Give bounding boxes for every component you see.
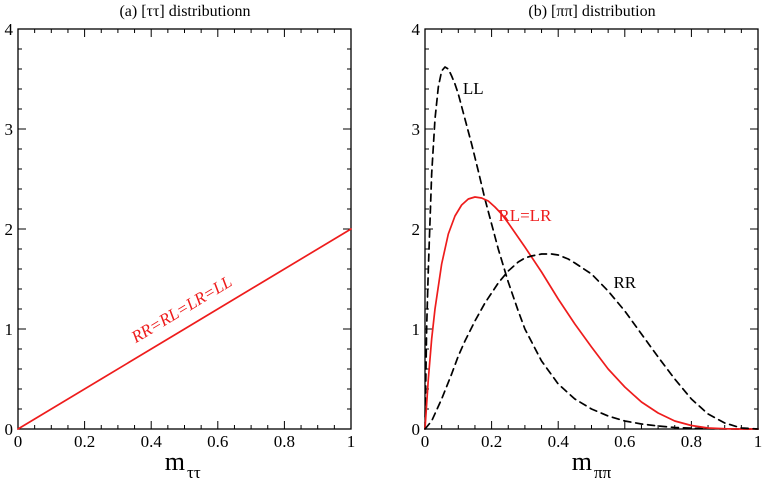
y-tick-label: 0 [5, 420, 14, 439]
x-tick-label: 0.6 [207, 432, 228, 451]
panel-b-xlabel-sub: ππ [594, 463, 612, 482]
panel-a-series [17, 228, 352, 430]
panel-a-xlabel: m [165, 447, 185, 476]
x-tick-label: 0.8 [274, 432, 295, 451]
y-tick-label: 2 [5, 220, 14, 239]
annotation-rr-rl-lr-ll: RR=RL=LR=LL [127, 272, 235, 347]
panel-a-title: (a) [ττ] distributionn [119, 3, 250, 20]
panel-b-ticks: 0 0.2 0.4 0.6 0.8 1 0 1 2 3 4 [412, 20, 763, 451]
y-tick-label: 1 [412, 320, 421, 339]
series-line-rr [424, 253, 759, 430]
x-tick-label: 0.4 [548, 432, 570, 451]
series-line-rl-lr [424, 196, 759, 430]
panel-b-xlabel: m [572, 447, 592, 476]
annotation-rr: RR [613, 273, 636, 292]
y-tick-label: 4 [5, 20, 14, 39]
series-line-ll [424, 66, 759, 430]
x-tick-label: 0.2 [74, 432, 95, 451]
panel-a-frame [17, 28, 352, 430]
y-tick-label: 1 [5, 320, 14, 339]
x-tick-label: 0.8 [681, 432, 702, 451]
y-tick-label: 3 [412, 120, 421, 139]
panel-a-xlabel-sub: ττ [187, 463, 201, 482]
panel-a-annotations: RR=RL=LR=LL [127, 272, 235, 347]
panel-a-ticks: 0 0.2 0.4 0.6 0.8 1 0 1 2 3 4 [5, 20, 356, 451]
y-tick-label: 0 [412, 420, 421, 439]
series-line-rr-rl-lr-ll [17, 228, 352, 430]
annotation-rl-lr: RL=LR [498, 206, 552, 225]
panel-b-title: (b) [ππ] distribution [528, 3, 655, 20]
y-tick-label: 3 [5, 120, 14, 139]
panel-b-series [424, 66, 759, 430]
x-tick-label: 0.4 [141, 432, 163, 451]
x-tick-label: 0 [14, 432, 23, 451]
panel-a: (a) [ττ] distributionn 0 0.2 0.4 0.6 0.8 1 0 1 2… [5, 3, 356, 482]
x-tick-label: 0 [421, 432, 430, 451]
x-tick-label: 1 [347, 432, 356, 451]
x-tick-label: 0.6 [614, 432, 635, 451]
y-tick-label: 4 [412, 20, 421, 39]
x-tick-label: 1 [754, 432, 763, 451]
panel-b-annotations: LL RL=LR RR [463, 79, 637, 292]
x-tick-label: 0.2 [481, 432, 502, 451]
panel-b: (b) [ππ] distribution 0 0.2 0.4 0.6 0.8 1 0 1 2 3… [412, 3, 763, 482]
y-tick-label: 2 [412, 220, 421, 239]
annotation-ll: LL [463, 79, 484, 98]
